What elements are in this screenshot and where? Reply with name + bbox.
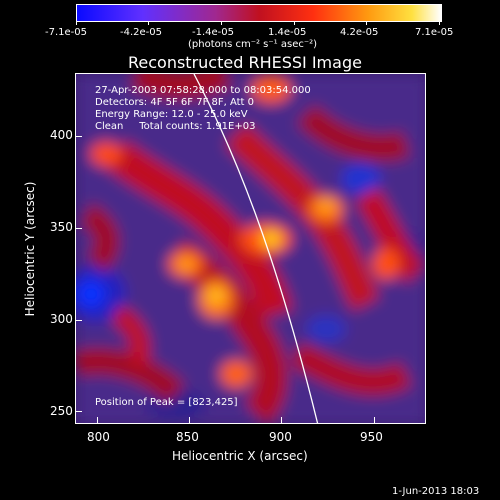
footer-date: 1-Jun-2013 18:03	[392, 486, 480, 497]
y-axis-ticks	[75, 73, 82, 424]
colorbar-tick-label: 1.4e-05	[268, 27, 307, 38]
y-tick-label: 250	[50, 404, 73, 418]
x-tick-label: 950	[360, 430, 383, 444]
colorbar-ticks	[76, 21, 440, 25]
peak-position-label: Position of Peak = [823,425]	[95, 397, 238, 408]
x-tick-label: 900	[269, 430, 292, 444]
x-tick-label: 800	[87, 430, 110, 444]
info-line-time: 27-Apr-2003 07:58:28.000 to 08:03:54.000	[95, 85, 311, 96]
y-tick-label: 400	[50, 128, 73, 142]
colorbar-tick-label: 7.1e-05	[415, 27, 454, 38]
info-line-counts: Clean Total counts: 1.91E+03	[95, 121, 256, 132]
y-axis-label: Heliocentric Y (arcsec)	[23, 181, 37, 317]
info-line-energy: Energy Range: 12.0 - 25.0 keV	[95, 109, 248, 120]
colorbar-tick-label: -7.1e-05	[45, 27, 87, 38]
x-tick-label: 850	[176, 430, 199, 444]
colorbar-tick-label: -1.4e-05	[192, 27, 234, 38]
x-axis-ticks	[75, 417, 426, 424]
x-axis-label: Heliocentric X (arcsec)	[172, 449, 308, 463]
colorbar-tick-label: 4.2e-05	[340, 27, 379, 38]
colorbar-tick-label: -4.2e-05	[120, 27, 162, 38]
rhessi-image: 27-Apr-2003 07:58:28.000 to 08:03:54.000…	[75, 73, 426, 424]
image-title: Reconstructed RHESSI Image	[128, 53, 362, 72]
y-tick-label: 300	[50, 312, 73, 326]
colorbar	[76, 4, 442, 22]
info-line-detectors: Detectors: 4F 5F 6F 7F 8F, Att 0	[95, 97, 255, 108]
y-tick-label: 350	[50, 220, 73, 234]
colorbar-units: (photons cm⁻² s⁻¹ asec⁻²)	[188, 39, 318, 50]
